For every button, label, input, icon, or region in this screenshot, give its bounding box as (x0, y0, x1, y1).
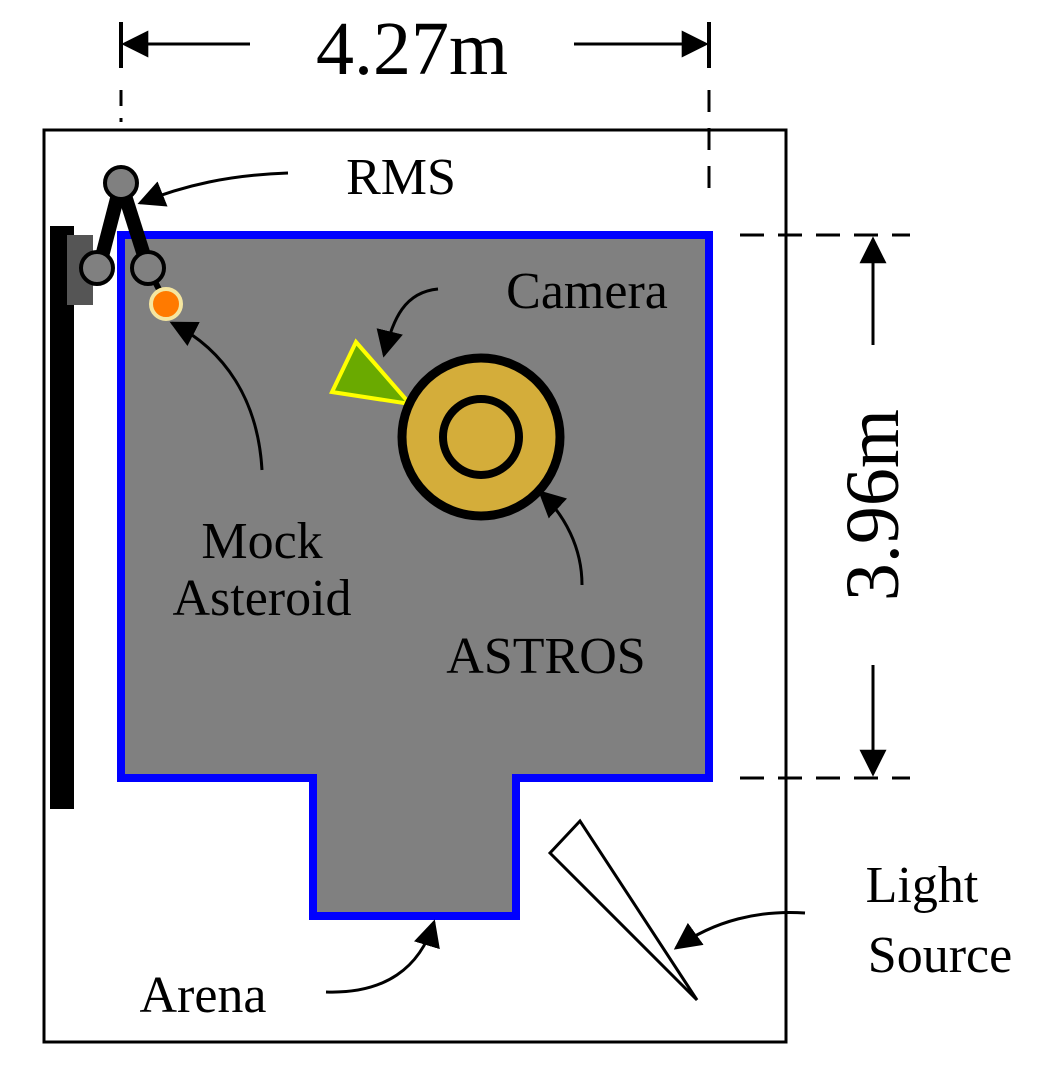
height-dimension: 3.96m (740, 233, 915, 780)
mock-asteroid (149, 287, 183, 321)
camera-icon (329, 338, 416, 407)
camera-callout-arrow (376, 287, 439, 358)
asteroid-callout-arrow (169, 321, 264, 471)
arena-callout-arrow (325, 919, 440, 994)
light-source-callout-arrow (673, 911, 806, 950)
arena (117, 231, 713, 920)
arena-label: Arena (139, 967, 266, 1024)
mock-asteroid-label-line1: Mock (201, 513, 322, 570)
astros-platform (397, 353, 565, 521)
rms-joint-right (130, 250, 166, 286)
width-dimension: 4.27m (119, 7, 711, 195)
astros-callout-arrow (538, 490, 584, 586)
rms-arm (79, 165, 169, 305)
height-label: 3.96m (831, 409, 915, 601)
camera-label: Camera (506, 263, 668, 320)
light-source-label-line2: Source (868, 927, 1012, 984)
rms-joint-left (79, 250, 115, 286)
width-label: 4.27m (316, 7, 508, 91)
light-source-label-line1: Light (866, 857, 979, 914)
astros-label: ASTROS (446, 628, 645, 685)
rms-callout-arrow (137, 171, 289, 207)
rms-label: RMS (346, 149, 456, 206)
rms-joint-top (103, 165, 139, 201)
rms-rail (50, 226, 74, 809)
light-source-icon (547, 818, 699, 1002)
mock-asteroid-label-line2: Asteroid (172, 570, 351, 627)
